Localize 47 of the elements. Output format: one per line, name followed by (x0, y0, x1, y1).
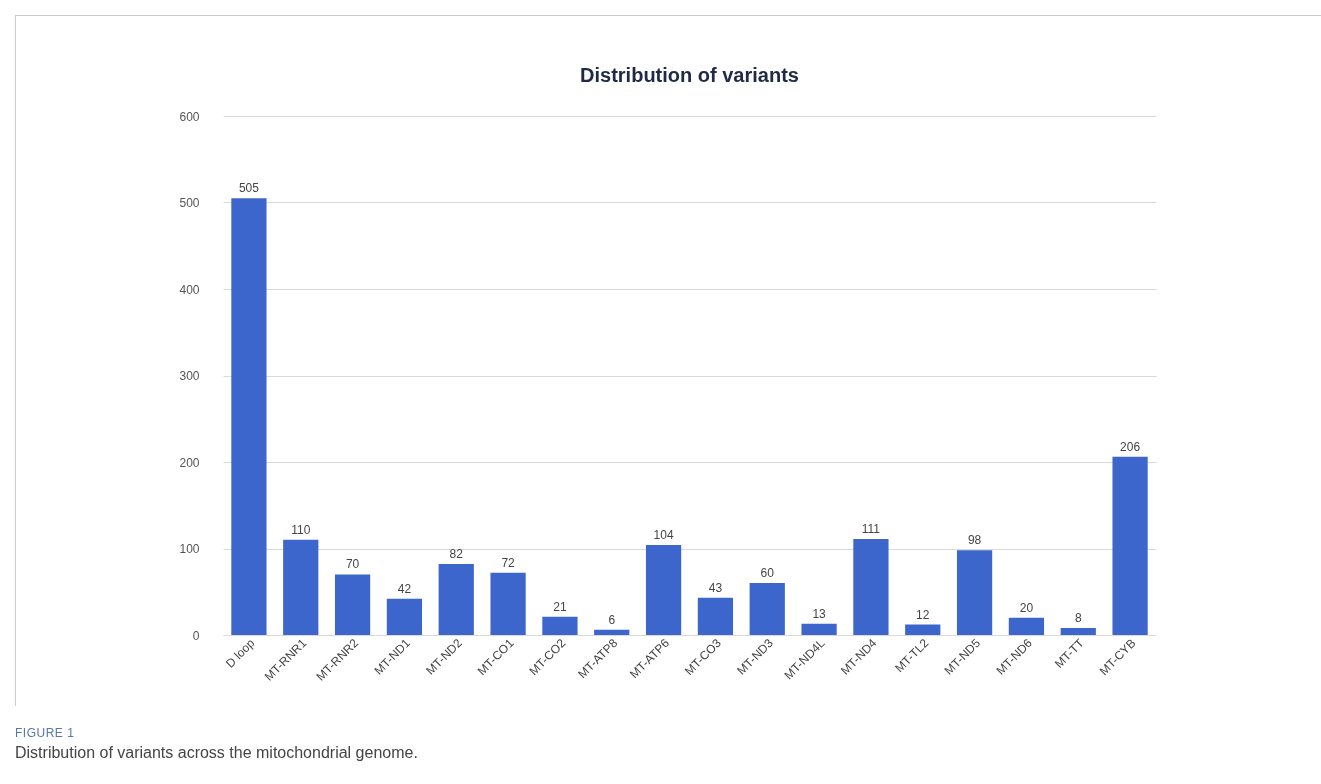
data-label: 42 (397, 581, 412, 596)
bar (386, 598, 423, 635)
data-label: 8 (1074, 611, 1082, 626)
data-label: 206 (1120, 439, 1141, 454)
caption: FIGURE 1 (15, 726, 76, 740)
bar (749, 583, 785, 635)
bar (853, 538, 889, 635)
bar (1060, 628, 1096, 635)
bar (905, 624, 941, 635)
data-label: 12 (916, 607, 930, 622)
y-tick-label: 100 (179, 542, 200, 556)
text: Distribution of variants across the mitochondrial genome. (15, 744, 418, 762)
bar (594, 629, 630, 635)
bar (231, 198, 267, 635)
data-label: 21 (553, 599, 567, 614)
bar (801, 623, 837, 635)
bar (438, 564, 474, 635)
y-tick-label: 300 (179, 369, 200, 383)
chart-title: Distribution of variants (580, 64, 799, 86)
bar (490, 572, 526, 635)
bar (283, 539, 319, 635)
bar (1008, 617, 1045, 635)
y-tick-label: 600 (179, 109, 200, 124)
data-label: 70 (345, 557, 360, 572)
y-tick-label: 500 (179, 196, 200, 210)
data-label: 104 (653, 528, 674, 543)
bar (645, 545, 682, 635)
x-tick-label: D loop (222, 635, 258, 671)
bar (1112, 456, 1148, 635)
bar (334, 574, 371, 635)
data-label: 82 (449, 547, 464, 562)
bar (542, 616, 578, 635)
data-label: 72 (501, 555, 516, 570)
y-tick-label: 400 (179, 282, 200, 297)
y-tick-label: 200 (179, 455, 200, 470)
data-label: 98 (967, 533, 982, 548)
data-label: 13 (812, 606, 827, 621)
data-label: 43 (708, 580, 723, 595)
data-label: 20 (1019, 600, 1034, 615)
data-label: 505 (238, 181, 260, 196)
bar (697, 597, 734, 635)
data-label: 60 (760, 566, 775, 581)
bar (956, 550, 993, 635)
y-tick-label: 0 (192, 628, 200, 643)
data-label: 6 (608, 612, 616, 627)
data-label: 110 (291, 522, 311, 537)
data-label: 111 (861, 521, 881, 536)
